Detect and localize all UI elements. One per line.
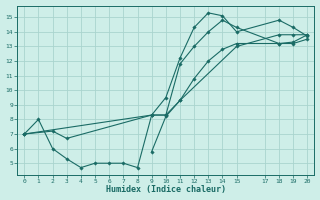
X-axis label: Humidex (Indice chaleur): Humidex (Indice chaleur) [106, 185, 226, 194]
